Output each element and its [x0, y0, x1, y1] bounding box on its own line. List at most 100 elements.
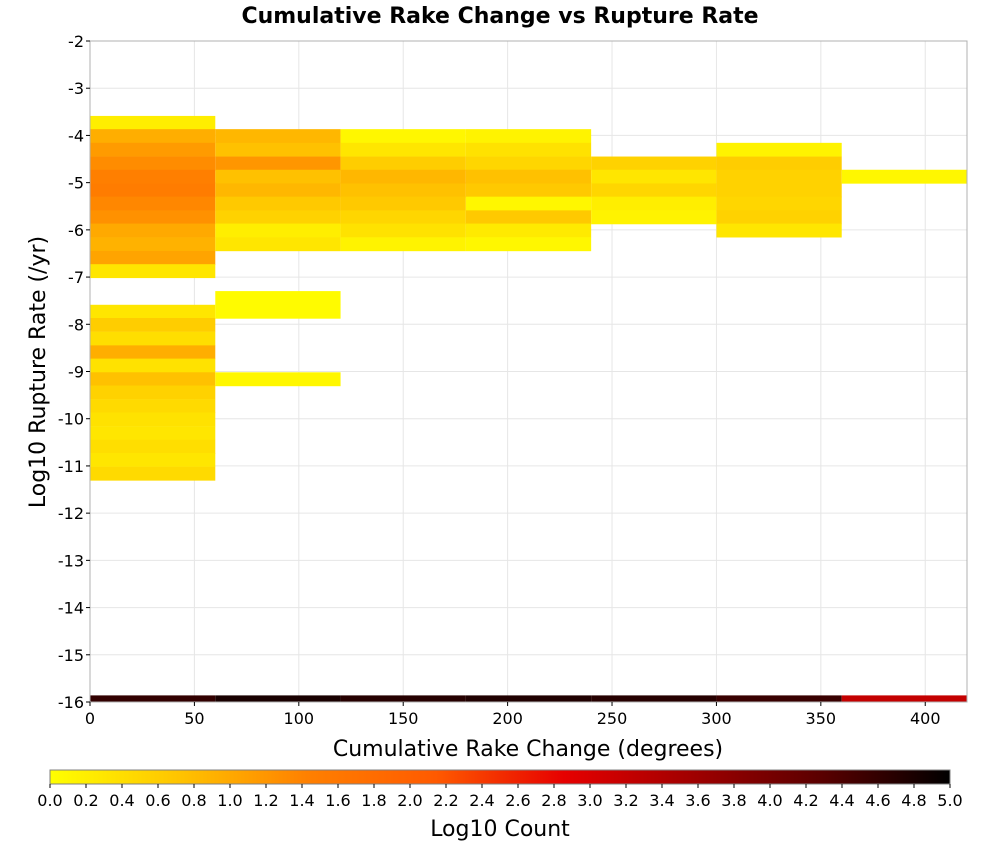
heatmap-cell	[90, 345, 216, 360]
heatmap-cell	[90, 439, 216, 454]
y-tick-label: -11	[58, 457, 84, 476]
colorbar-tick-label: 1.4	[289, 791, 314, 810]
y-tick-label: -8	[68, 315, 84, 334]
x-tick-label: 0	[85, 709, 95, 728]
heatmap-cell-bottom	[841, 695, 967, 702]
heatmap-cell	[841, 169, 967, 184]
x-axis-label: Cumulative Rake Change (degrees)	[333, 737, 723, 762]
colorbar-tick-label: 4.4	[829, 791, 854, 810]
heatmap-cell	[90, 372, 216, 387]
y-axis-label: Log10 Rupture Rate (/yr)	[26, 236, 51, 508]
heatmap-cell	[90, 466, 216, 481]
heatmap-cell	[591, 183, 717, 198]
heatmap-cell	[90, 453, 216, 467]
colorbar-tick-label: 0.0	[37, 791, 62, 810]
colorbar-tick-label: 3.8	[721, 791, 746, 810]
y-tick-label: -13	[58, 551, 84, 570]
heatmap-cell	[215, 237, 341, 252]
colorbar-tick-label: 1.8	[361, 791, 386, 810]
heatmap-cell	[465, 183, 592, 198]
colorbar-gradient	[49, 769, 951, 785]
heatmap-cell	[465, 223, 592, 238]
heatmap-cell	[215, 223, 341, 238]
heatmap-cell	[340, 210, 466, 225]
heatmap-cell-bottom	[716, 695, 842, 702]
heatmap-cell	[215, 196, 341, 211]
y-tick-label: -5	[68, 174, 84, 193]
y-tick-label: -10	[58, 410, 84, 429]
heatmap-cell	[465, 142, 592, 157]
heatmap-cell	[90, 156, 216, 171]
x-tick-label: 150	[388, 709, 419, 728]
heatmap-cell	[215, 210, 341, 225]
heatmap-cell	[215, 372, 341, 387]
colorbar-tick-label: 1.0	[217, 791, 242, 810]
heatmap-cell	[591, 210, 717, 225]
heatmap-cell	[90, 142, 216, 157]
heatmap-cell	[90, 399, 216, 414]
heatmap-cell	[215, 129, 341, 144]
heatmap-cell	[465, 210, 592, 225]
colorbar-tick-label: 5.0	[937, 791, 962, 810]
heatmap-cell	[465, 237, 592, 252]
plot-area: 0 50 100 150 200 250 300 350 400 -2 -3 -4 -5 -6 -7 -8 -9…	[58, 32, 968, 728]
heatmap-cell	[340, 169, 466, 184]
heatmap-cell	[716, 142, 842, 157]
y-tick-label: -15	[58, 646, 84, 665]
heatmap-cell	[215, 304, 341, 319]
heatmap-cells	[90, 115, 967, 702]
heatmap-cell	[90, 223, 216, 238]
colorbar-tick-label: 1.2	[253, 791, 278, 810]
heatmap-cell	[716, 169, 842, 184]
colorbar-tick-label: 0.8	[181, 791, 206, 810]
colorbar-tick-label: 2.2	[433, 791, 458, 810]
heatmap-cell	[716, 223, 842, 238]
colorbar-tick-label: 2.6	[505, 791, 530, 810]
y-tick-label: -2	[68, 32, 84, 51]
heatmap-cell	[90, 304, 216, 319]
heatmap-cell	[591, 156, 717, 171]
heatmap-cell	[90, 318, 216, 332]
colorbar-tick-label: 0.2	[73, 791, 98, 810]
heatmap-cell	[340, 223, 466, 238]
heatmap-cell-bottom	[340, 695, 466, 702]
heatmap-cell-bottom	[591, 695, 717, 702]
heatmap-cell	[340, 237, 466, 252]
colorbar-tick-label: 3.0	[577, 791, 602, 810]
y-tick-label: -16	[58, 693, 84, 712]
x-tick-label: 300	[701, 709, 732, 728]
heatmap-cell	[90, 115, 216, 130]
colorbar-label: Log10 Count	[430, 817, 570, 842]
heatmap-cell	[215, 291, 341, 305]
heatmap-cell	[90, 196, 216, 211]
y-tick-label: -6	[68, 221, 84, 240]
heatmap-cell	[90, 210, 216, 225]
heatmap-cell	[215, 142, 341, 157]
colorbar: 0.0 0.2 0.4 0.6 0.8 1.0 1.2 1.4 1.6 1.8 2.0 2.2 2.4 2…	[37, 769, 963, 810]
heatmap-cell	[90, 183, 216, 198]
heatmap-cell	[716, 210, 842, 225]
x-tick-label: 400	[910, 709, 941, 728]
x-tick-label: 350	[806, 709, 837, 728]
colorbar-tick-label: 2.8	[541, 791, 566, 810]
colorbar-tick-label: 0.6	[145, 791, 170, 810]
y-tick-label: -14	[58, 599, 84, 618]
colorbar-tick-label: 1.6	[325, 791, 350, 810]
y-tick-label: -7	[68, 268, 84, 287]
y-tick-label: -4	[68, 126, 84, 145]
heatmap-cell	[716, 156, 842, 171]
heatmap-cell	[90, 385, 216, 400]
heatmap-cell	[90, 169, 216, 184]
colorbar-tick-label: 4.2	[793, 791, 818, 810]
colorbar-tick-label: 3.2	[613, 791, 638, 810]
heatmap-cell	[90, 264, 216, 279]
heatmap-cell	[465, 169, 592, 184]
heatmap-cell	[340, 129, 466, 144]
heatmap-cell-bottom	[465, 695, 592, 702]
heatmap-cell	[215, 156, 341, 171]
heatmap-cell	[340, 196, 466, 211]
heatmap-cell	[340, 183, 466, 198]
heatmap-cell	[591, 196, 717, 211]
colorbar-tick-label: 4.8	[901, 791, 926, 810]
